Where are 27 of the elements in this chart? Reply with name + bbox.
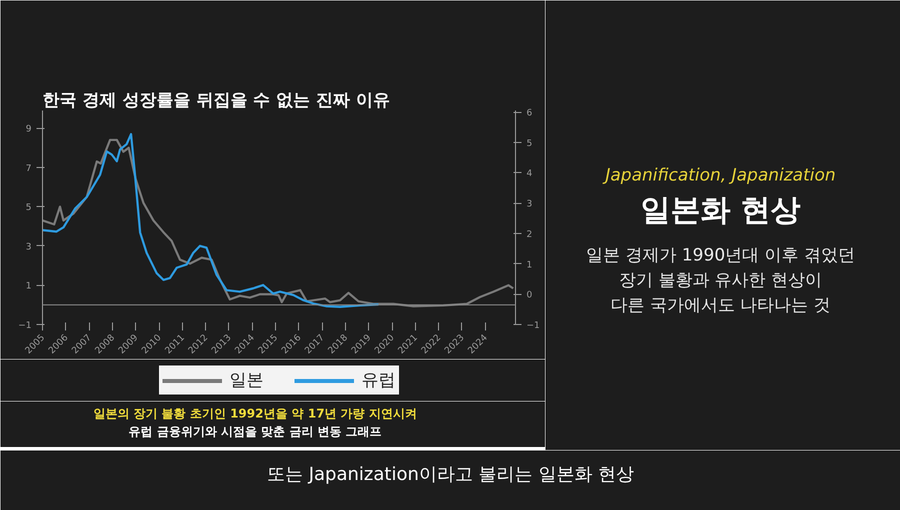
y2-tick-label: 5 bbox=[526, 138, 532, 149]
y-tick-label: 5 bbox=[26, 203, 32, 214]
y-tick-label: 9 bbox=[26, 124, 32, 135]
y2-tick-label: 3 bbox=[526, 200, 532, 210]
text: Japanification, Japanization bbox=[602, 166, 836, 186]
legend-label: 유럽 bbox=[362, 370, 396, 392]
y-tick-label: 3 bbox=[26, 242, 32, 252]
text: 일본 경제가 1990년대 이후 겪었던 bbox=[586, 246, 855, 266]
y2-tick-label: 0 bbox=[526, 290, 532, 301]
text: 또는 Japanization이라고 불리는 일본화 현상 bbox=[266, 464, 634, 485]
text: 유럽 금융위기와 시점을 맞춘 금리 변동 그래프 bbox=[128, 424, 382, 438]
legend-label: 일본 bbox=[230, 370, 264, 392]
y2-tick-label: 2 bbox=[526, 230, 532, 240]
line-series bbox=[42, 133, 380, 308]
y-tick-label: −1 bbox=[18, 321, 32, 331]
text: 다른 국가에서도 나타나는 것 bbox=[610, 296, 831, 316]
text: 장기 불황과 유사한 현상이 bbox=[618, 270, 822, 290]
chart-title: 한국 경제 성장률을 뒤집을 수 없는 진짜 이유 bbox=[42, 90, 390, 110]
y-tick-label: 7 bbox=[26, 164, 32, 174]
y-tick-label: 1 bbox=[26, 282, 32, 292]
line-series bbox=[42, 138, 514, 308]
y2-tick-label: 6 bbox=[526, 108, 532, 119]
y2-tick-label: 4 bbox=[526, 169, 532, 180]
text: 일본화 현상 bbox=[640, 193, 801, 228]
y2-tick-label: 1 bbox=[526, 260, 532, 270]
y2-tick-label: −1 bbox=[526, 321, 540, 331]
text: 일본의 장기 불황 초기인 1992년을 약 17년 가량 지연시켜 bbox=[93, 406, 417, 420]
